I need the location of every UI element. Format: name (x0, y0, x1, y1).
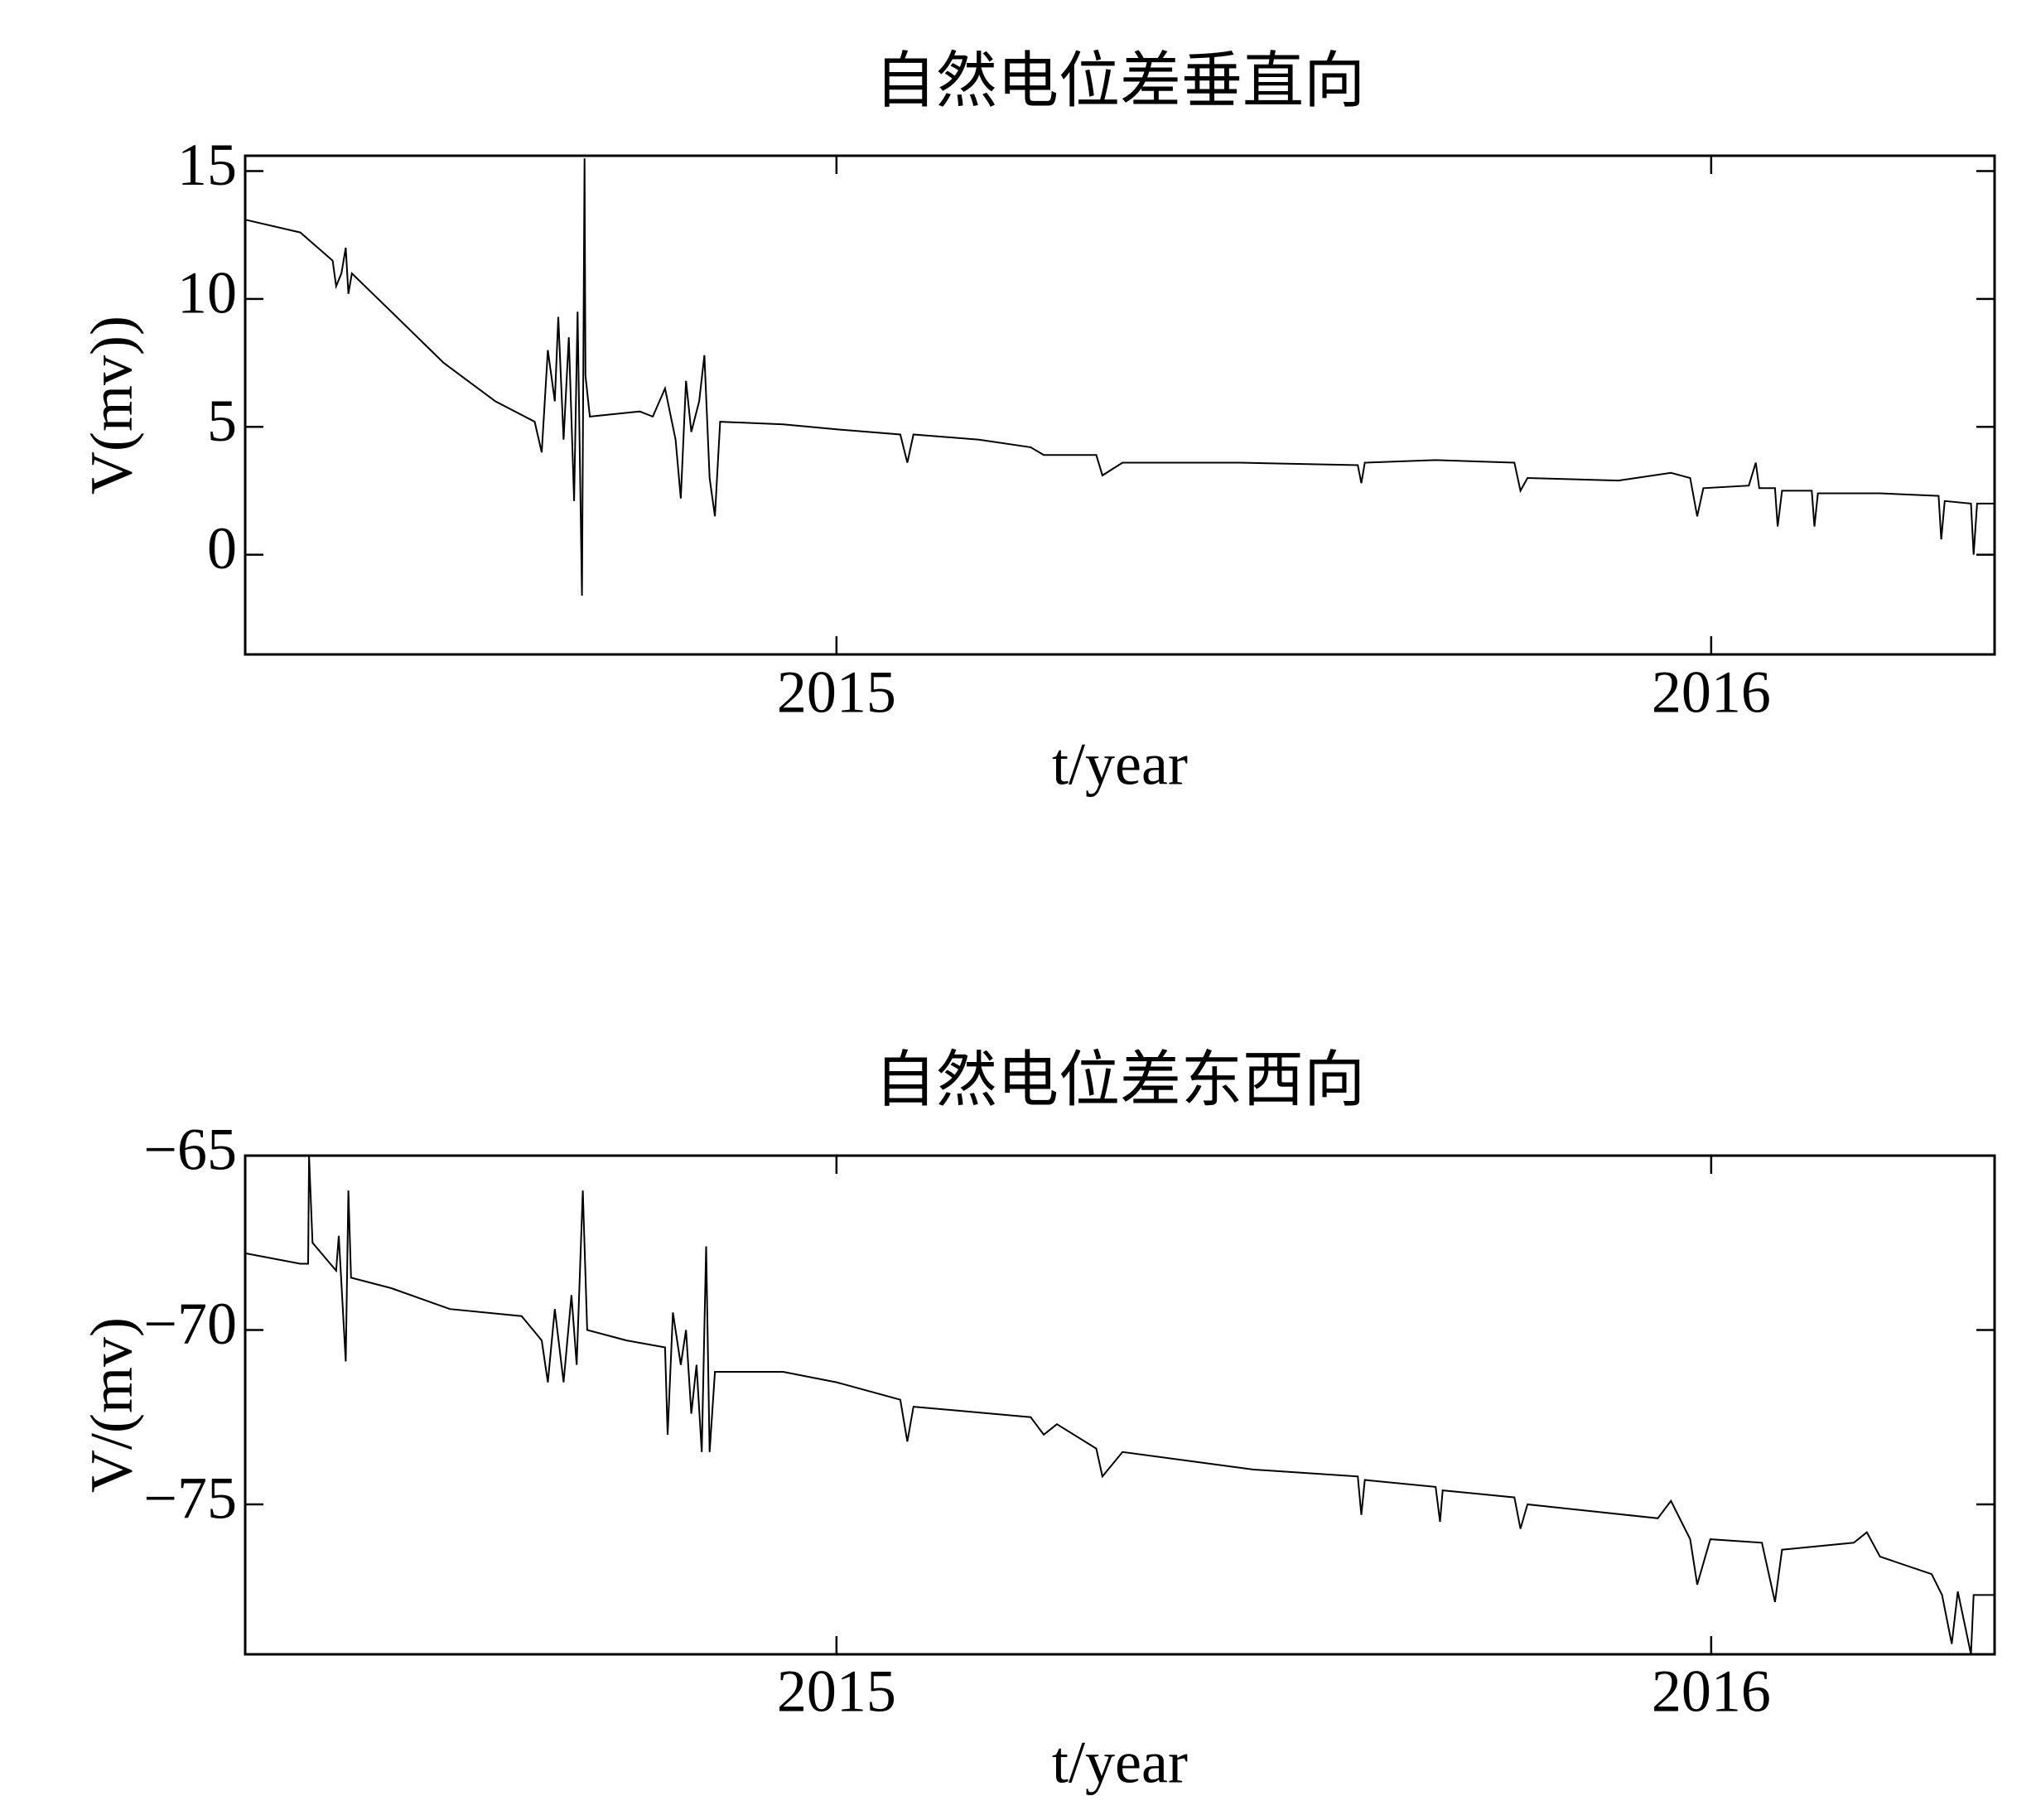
x-axis-label: t/year (1052, 1730, 1188, 1796)
y-tick-label: 15 (177, 132, 237, 198)
y-tick-label: −65 (143, 1117, 237, 1183)
data-line (244, 1155, 1995, 1655)
y-tick-label: 0 (207, 515, 237, 582)
y-axis-label: V(mv)) (79, 316, 145, 495)
chart-title: 自然电位差东西向 (875, 1045, 1365, 1116)
chart-title: 自然电位差垂直向 (875, 46, 1365, 117)
y-axis-label: V/(mv) (79, 1317, 145, 1493)
x-tick-label: 2016 (1652, 659, 1771, 726)
data-line (244, 158, 1995, 596)
x-tick-label: 2015 (777, 1658, 896, 1725)
y-tick-label: 10 (177, 259, 237, 326)
plot-frame (244, 154, 1996, 656)
x-tick-label: 2015 (777, 659, 896, 726)
y-tick-label: 5 (207, 388, 237, 454)
x-axis-label: t/year (1052, 731, 1188, 798)
x-tick-label: 2016 (1652, 1658, 1771, 1725)
plot-frame (244, 1154, 1996, 1656)
y-tick-label: −70 (143, 1291, 237, 1357)
y-tick-label: −75 (143, 1465, 237, 1531)
